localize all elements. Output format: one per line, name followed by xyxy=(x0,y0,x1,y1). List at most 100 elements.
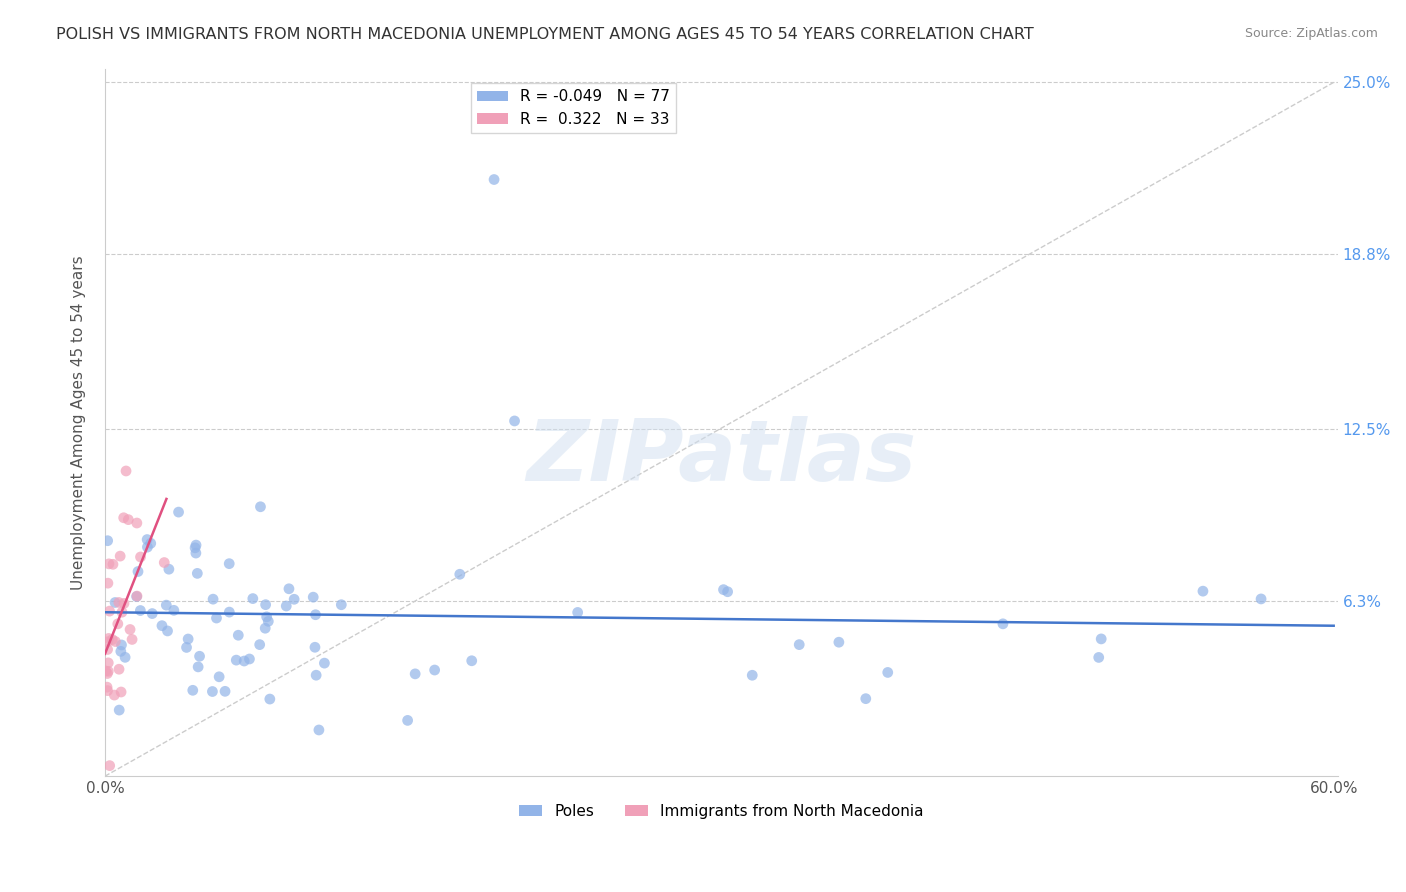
Poles xyxy=(188,649,211,664)
Poles xyxy=(1250,591,1272,606)
Poles xyxy=(256,610,278,624)
Poles xyxy=(177,632,200,646)
Poles xyxy=(110,638,132,652)
Poles xyxy=(249,638,271,652)
Immigrants from North Macedonia xyxy=(115,464,138,478)
Poles xyxy=(208,670,231,684)
Y-axis label: Unemployment Among Ages 45 to 54 years: Unemployment Among Ages 45 to 54 years xyxy=(72,255,86,590)
Immigrants from North Macedonia xyxy=(103,688,125,702)
Poles xyxy=(242,591,264,606)
Immigrants from North Macedonia xyxy=(125,516,148,530)
Poles xyxy=(302,590,325,604)
Immigrants from North Macedonia xyxy=(97,665,120,679)
Poles xyxy=(127,565,149,579)
Poles xyxy=(283,592,305,607)
Poles xyxy=(141,607,163,621)
Poles xyxy=(1090,632,1112,646)
Immigrants from North Macedonia xyxy=(112,596,135,610)
Poles xyxy=(205,611,228,625)
Poles xyxy=(1192,584,1215,599)
Immigrants from North Macedonia xyxy=(108,662,131,676)
Immigrants from North Macedonia xyxy=(98,604,121,618)
Poles xyxy=(482,172,505,186)
Poles xyxy=(218,605,240,619)
Poles xyxy=(404,666,426,681)
Poles xyxy=(129,603,152,617)
Poles xyxy=(259,692,281,706)
Poles xyxy=(136,540,159,554)
Immigrants from North Macedonia xyxy=(97,656,120,670)
Poles xyxy=(249,500,271,514)
Poles xyxy=(449,567,471,582)
Immigrants from North Macedonia xyxy=(121,632,143,647)
Poles xyxy=(254,621,277,635)
Poles xyxy=(304,640,326,655)
Poles xyxy=(257,615,280,629)
Poles xyxy=(114,650,136,665)
Immigrants from North Macedonia xyxy=(97,642,120,657)
Immigrants from North Macedonia xyxy=(97,557,120,571)
Poles xyxy=(155,598,177,612)
Immigrants from North Macedonia xyxy=(98,758,121,772)
Immigrants from North Macedonia xyxy=(97,634,120,648)
Poles xyxy=(157,562,180,576)
Poles xyxy=(226,628,249,642)
Poles xyxy=(304,607,326,622)
Poles xyxy=(167,505,190,519)
Poles xyxy=(218,557,240,571)
Poles xyxy=(991,616,1014,631)
Poles xyxy=(156,624,179,638)
Immigrants from North Macedonia xyxy=(108,549,131,563)
Poles xyxy=(233,654,256,668)
Poles xyxy=(396,714,419,728)
Immigrants from North Macedonia xyxy=(104,634,127,648)
Poles xyxy=(423,663,446,677)
Poles xyxy=(125,590,148,604)
Poles xyxy=(186,566,208,581)
Poles xyxy=(201,684,224,698)
Poles xyxy=(225,653,247,667)
Immigrants from North Macedonia xyxy=(96,666,118,681)
Poles xyxy=(787,638,810,652)
Poles xyxy=(184,541,207,555)
Poles xyxy=(214,684,236,698)
Poles xyxy=(314,656,336,670)
Text: Source: ZipAtlas.com: Source: ZipAtlas.com xyxy=(1244,27,1378,40)
Immigrants from North Macedonia xyxy=(110,685,132,699)
Immigrants from North Macedonia xyxy=(129,549,152,564)
Poles xyxy=(238,652,260,666)
Immigrants from North Macedonia xyxy=(97,576,120,591)
Poles xyxy=(855,691,877,706)
Poles xyxy=(741,668,763,682)
Poles xyxy=(108,703,131,717)
Immigrants from North Macedonia xyxy=(101,632,124,647)
Immigrants from North Macedonia xyxy=(101,558,124,572)
Immigrants from North Macedonia xyxy=(108,595,131,609)
Poles xyxy=(305,668,328,682)
Poles xyxy=(254,598,277,612)
Poles xyxy=(876,665,898,680)
Poles xyxy=(181,683,204,698)
Immigrants from North Macedonia xyxy=(97,632,120,646)
Legend: Poles, Immigrants from North Macedonia: Poles, Immigrants from North Macedonia xyxy=(513,798,929,825)
Poles xyxy=(202,592,225,607)
Immigrants from North Macedonia xyxy=(97,683,120,698)
Poles xyxy=(1087,650,1109,665)
Poles xyxy=(150,618,173,632)
Poles xyxy=(97,533,120,548)
Poles xyxy=(717,584,740,599)
Poles xyxy=(163,603,186,617)
Poles xyxy=(184,546,207,560)
Immigrants from North Macedonia xyxy=(153,556,176,570)
Poles xyxy=(176,640,198,655)
Poles xyxy=(308,723,330,737)
Poles xyxy=(110,644,132,658)
Immigrants from North Macedonia xyxy=(96,680,118,694)
Poles xyxy=(139,536,162,550)
Poles xyxy=(567,606,589,620)
Immigrants from North Macedonia xyxy=(125,589,148,603)
Poles xyxy=(184,538,207,552)
Poles xyxy=(187,660,209,674)
Poles xyxy=(276,599,298,613)
Immigrants from North Macedonia xyxy=(111,605,134,619)
